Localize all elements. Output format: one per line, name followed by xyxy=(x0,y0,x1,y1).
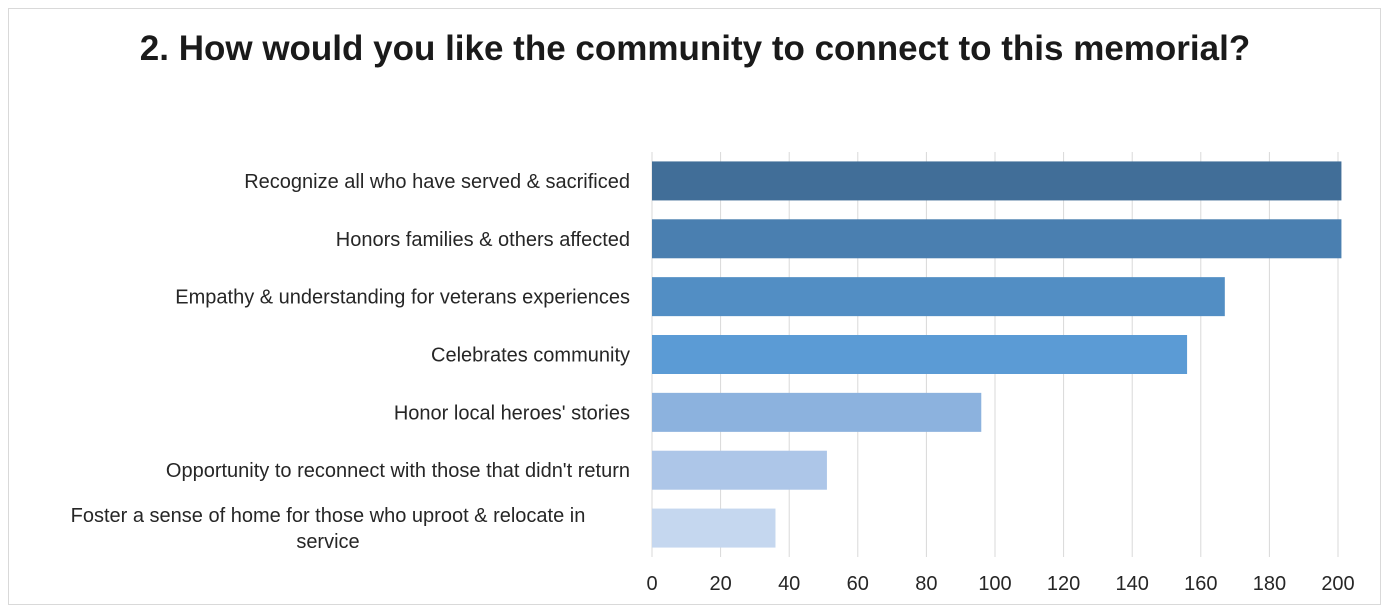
bar-5 xyxy=(652,392,982,432)
x-tick-label: 180 xyxy=(1253,573,1286,595)
bar-1 xyxy=(652,161,1342,201)
x-tick-label: 0 xyxy=(646,573,657,595)
x-tick-label: 60 xyxy=(847,573,869,595)
x-tick-label: 120 xyxy=(1047,573,1080,595)
category-label-line: service xyxy=(296,531,359,553)
bar-6 xyxy=(652,450,827,490)
category-label: Foster a sense of home for those who upr… xyxy=(71,505,586,553)
x-tick-label: 40 xyxy=(778,573,800,595)
category-label: Honor local heroes' stories xyxy=(394,402,630,424)
category-label: Opportunity to reconnect with those that… xyxy=(166,460,630,482)
bars xyxy=(652,161,1342,548)
bar-2 xyxy=(652,219,1342,259)
category-label: Celebrates community xyxy=(431,345,630,367)
category-label-line: Foster a sense of home for those who upr… xyxy=(71,505,586,527)
x-tick-label: 200 xyxy=(1321,573,1354,595)
bar-7 xyxy=(652,508,776,548)
category-label: Empathy & understanding for veterans exp… xyxy=(175,287,630,309)
x-tick-label: 20 xyxy=(709,573,731,595)
x-tick-label: 100 xyxy=(978,573,1011,595)
category-label: Honors families & others affected xyxy=(336,229,630,251)
x-tick-label: 160 xyxy=(1184,573,1217,595)
bar-3 xyxy=(652,277,1225,317)
x-tick-label: 140 xyxy=(1116,573,1149,595)
x-tick-label: 80 xyxy=(915,573,937,595)
bar-4 xyxy=(652,335,1188,374)
x-axis-ticks: 0 20 40 60 80 100 120 140 160 180 200 xyxy=(646,573,1354,595)
chart-title: 2. How would you like the community to c… xyxy=(139,29,1251,68)
category-label: Recognize all who have served & sacrific… xyxy=(244,171,630,193)
category-labels: Recognize all who have served & sacrific… xyxy=(71,171,630,553)
